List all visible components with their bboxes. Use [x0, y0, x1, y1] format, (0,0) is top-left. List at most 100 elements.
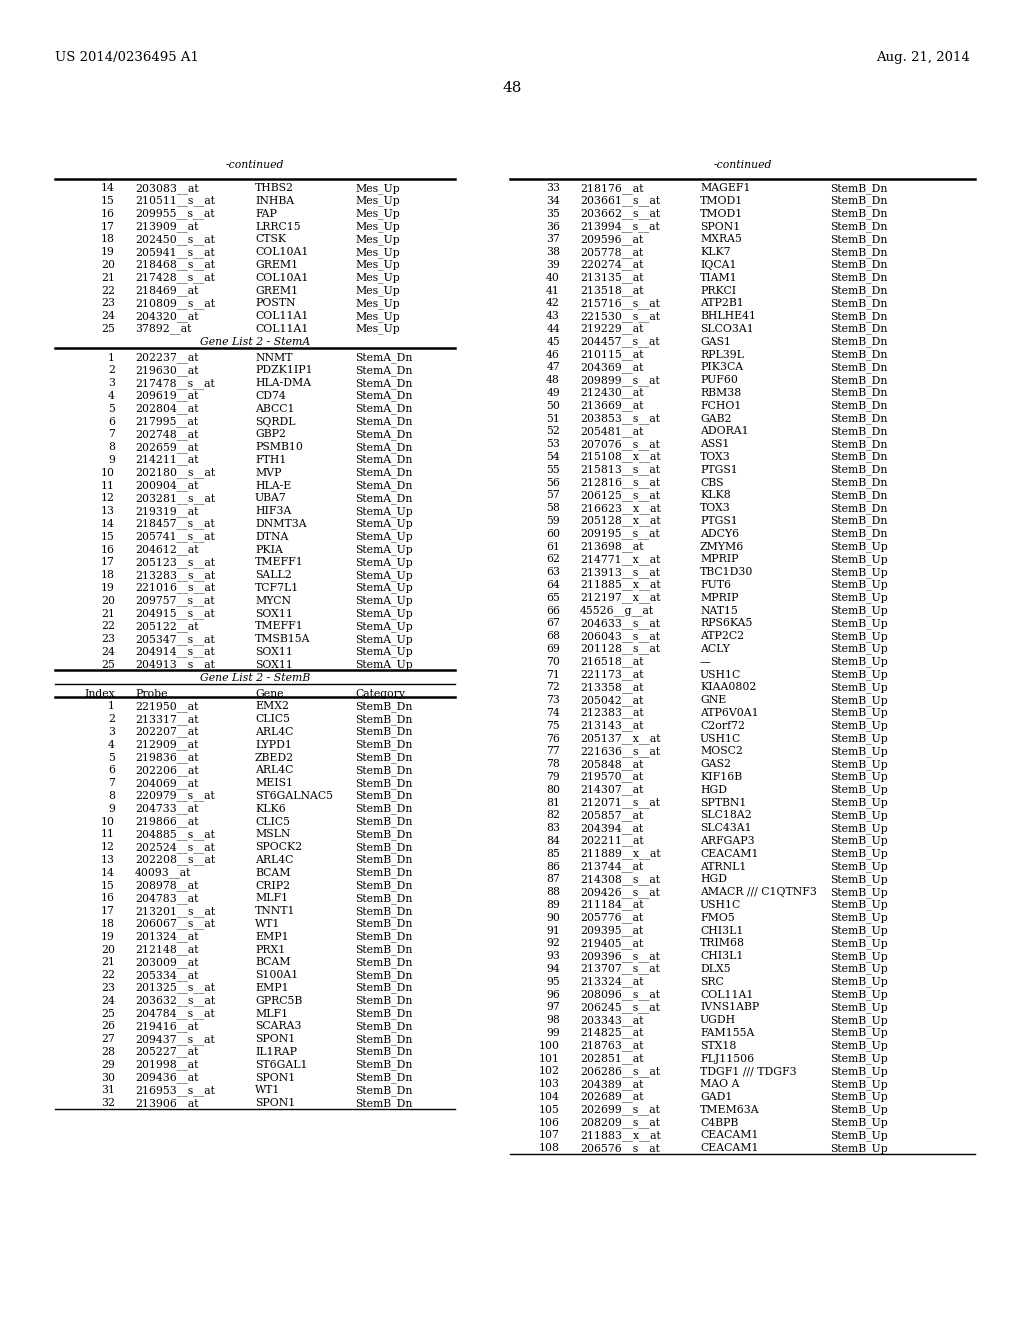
Text: FAP: FAP — [255, 209, 276, 219]
Text: STX18: STX18 — [700, 1040, 736, 1051]
Text: StemB_Up: StemB_Up — [830, 836, 888, 846]
Text: 39: 39 — [546, 260, 560, 271]
Text: 204915__s__at: 204915__s__at — [135, 609, 215, 619]
Text: CLIC5: CLIC5 — [255, 817, 290, 826]
Text: 38: 38 — [546, 247, 560, 257]
Text: StemB_Up: StemB_Up — [830, 541, 888, 552]
Text: StemB_Dn: StemB_Dn — [830, 310, 888, 322]
Text: SOX11: SOX11 — [255, 609, 293, 619]
Text: SPOCK2: SPOCK2 — [255, 842, 302, 853]
Text: Mes_Up: Mes_Up — [355, 183, 399, 194]
Text: ADCY6: ADCY6 — [700, 529, 739, 539]
Text: StemB_Dn: StemB_Dn — [355, 944, 413, 954]
Text: 216518__at: 216518__at — [580, 656, 643, 667]
Text: SOX11: SOX11 — [255, 660, 293, 669]
Text: 203083__at: 203083__at — [135, 183, 199, 194]
Text: 25: 25 — [101, 323, 115, 334]
Text: 11: 11 — [101, 829, 115, 840]
Text: 33: 33 — [546, 183, 560, 193]
Text: StemB_Up: StemB_Up — [830, 606, 888, 616]
Text: StemB_Up: StemB_Up — [830, 1092, 888, 1102]
Text: 212909__at: 212909__at — [135, 739, 199, 750]
Text: 204783__at: 204783__at — [135, 894, 199, 904]
Text: GAS1: GAS1 — [700, 337, 731, 347]
Text: PTGS1: PTGS1 — [700, 516, 737, 525]
Text: 204885__s__at: 204885__s__at — [135, 829, 215, 840]
Text: 1: 1 — [108, 352, 115, 363]
Text: Mes_Up: Mes_Up — [355, 272, 399, 284]
Text: EMP1: EMP1 — [255, 932, 289, 941]
Text: COL11A1: COL11A1 — [700, 990, 754, 999]
Text: GREM1: GREM1 — [255, 285, 298, 296]
Text: 205347__s__at: 205347__s__at — [135, 634, 215, 644]
Text: 212383__at: 212383__at — [580, 708, 644, 718]
Text: CTSK: CTSK — [255, 235, 286, 244]
Text: 22: 22 — [101, 970, 115, 981]
Text: PKIA: PKIA — [255, 545, 283, 554]
Text: StemB_Dn: StemB_Dn — [830, 362, 888, 372]
Text: ST6GAL1: ST6GAL1 — [255, 1060, 307, 1069]
Text: FUT6: FUT6 — [700, 579, 731, 590]
Text: 60: 60 — [546, 529, 560, 539]
Text: 219229__at: 219229__at — [580, 323, 643, 334]
Text: StemB_Up: StemB_Up — [830, 1028, 888, 1039]
Text: 101: 101 — [539, 1053, 560, 1064]
Text: 14: 14 — [101, 183, 115, 193]
Text: StemB_Up: StemB_Up — [830, 939, 888, 949]
Text: TNNT1: TNNT1 — [255, 906, 296, 916]
Text: StemB_Dn: StemB_Dn — [355, 1047, 413, 1057]
Text: 18: 18 — [101, 235, 115, 244]
Text: 15: 15 — [101, 532, 115, 543]
Text: 206576__s__at: 206576__s__at — [580, 1143, 659, 1154]
Text: 48: 48 — [503, 81, 521, 95]
Text: ATP6V0A1: ATP6V0A1 — [700, 708, 759, 718]
Text: StemB_Dn: StemB_Dn — [355, 906, 413, 916]
Text: StemB_Up: StemB_Up — [830, 1002, 888, 1012]
Text: 25: 25 — [101, 660, 115, 669]
Text: 219319__at: 219319__at — [135, 506, 199, 516]
Text: StemA_Up: StemA_Up — [355, 557, 413, 568]
Text: KLK8: KLK8 — [700, 491, 731, 500]
Text: StemB_Dn: StemB_Dn — [830, 195, 888, 206]
Text: 37892__at: 37892__at — [135, 323, 191, 334]
Text: 83: 83 — [546, 824, 560, 833]
Text: 54: 54 — [546, 451, 560, 462]
Text: 74: 74 — [546, 708, 560, 718]
Text: StemA_Up: StemA_Up — [355, 634, 413, 644]
Text: 20: 20 — [101, 595, 115, 606]
Text: 88: 88 — [546, 887, 560, 898]
Text: StemB_Up: StemB_Up — [830, 861, 888, 873]
Text: 28: 28 — [101, 1047, 115, 1057]
Text: StemB_Dn: StemB_Dn — [830, 451, 888, 462]
Text: StemB_Up: StemB_Up — [830, 579, 888, 590]
Text: HIF3A: HIF3A — [255, 507, 292, 516]
Text: 209396__s__at: 209396__s__at — [580, 950, 659, 961]
Text: 201128__s__at: 201128__s__at — [580, 644, 660, 655]
Text: TOX3: TOX3 — [700, 503, 731, 513]
Text: 214825__at: 214825__at — [580, 1028, 643, 1039]
Text: 9: 9 — [109, 455, 115, 465]
Text: StemB_Dn: StemB_Dn — [355, 816, 413, 826]
Text: IL1RAP: IL1RAP — [255, 1047, 297, 1057]
Text: 219630__at: 219630__at — [135, 366, 199, 376]
Text: StemB_Dn: StemB_Dn — [355, 1034, 413, 1044]
Text: ARFGAP3: ARFGAP3 — [700, 836, 755, 846]
Text: ATP2C2: ATP2C2 — [700, 631, 744, 642]
Text: HGD: HGD — [700, 785, 727, 795]
Text: PUF60: PUF60 — [700, 375, 738, 385]
Text: 205481__at: 205481__at — [580, 426, 643, 437]
Text: TIAM1: TIAM1 — [700, 273, 737, 282]
Text: 85: 85 — [546, 849, 560, 859]
Text: HLA-E: HLA-E — [255, 480, 291, 491]
Text: 102: 102 — [539, 1067, 560, 1076]
Text: 37: 37 — [546, 235, 560, 244]
Text: MLF1: MLF1 — [255, 1008, 288, 1019]
Text: AMACR /// C1QTNF3: AMACR /// C1QTNF3 — [700, 887, 817, 898]
Text: 93: 93 — [546, 952, 560, 961]
Text: 213135__at: 213135__at — [580, 272, 643, 284]
Text: 212197__x__at: 212197__x__at — [580, 593, 660, 603]
Text: 217428__s__at: 217428__s__at — [135, 272, 215, 284]
Text: ARL4C: ARL4C — [255, 855, 293, 865]
Text: SQRDL: SQRDL — [255, 417, 296, 426]
Text: 2: 2 — [108, 366, 115, 375]
